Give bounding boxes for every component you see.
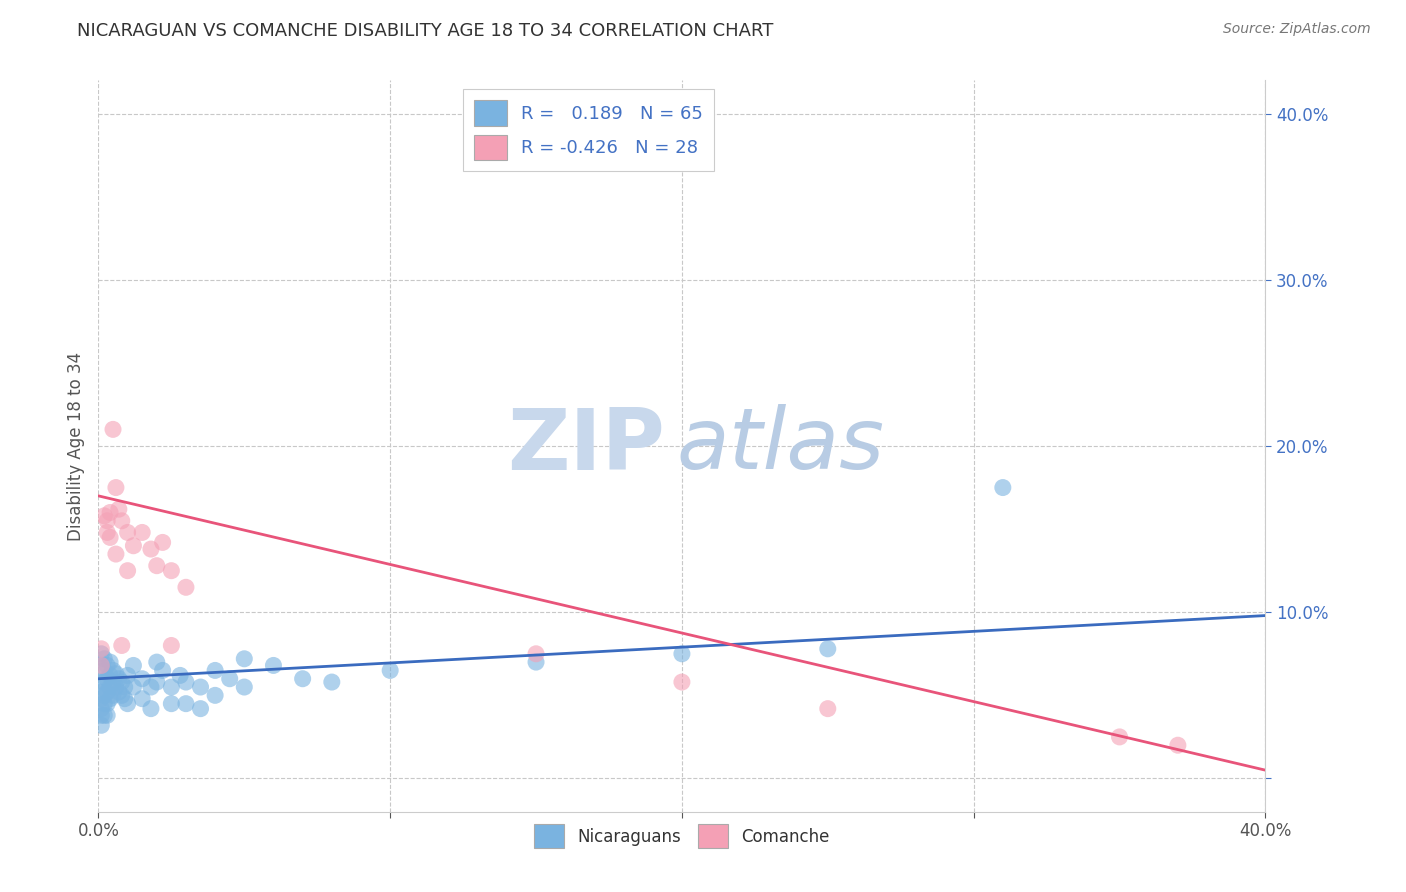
- Text: ZIP: ZIP: [506, 404, 665, 488]
- Point: [104, 481, 127, 495]
- Point: [93, 689, 115, 703]
- Point: [114, 691, 136, 706]
- Point: [90, 691, 112, 706]
- Point: [190, 701, 212, 715]
- Point: [991, 481, 1014, 495]
- Point: [174, 697, 197, 711]
- Point: [1108, 730, 1130, 744]
- Point: [204, 689, 226, 703]
- Point: [671, 675, 693, 690]
- Point: [98, 680, 121, 694]
- Point: [90, 675, 112, 690]
- Point: [98, 506, 121, 520]
- Point: [160, 680, 183, 694]
- Point: [817, 641, 839, 656]
- Point: [160, 697, 183, 711]
- Point: [111, 689, 134, 703]
- Point: [131, 691, 153, 706]
- Point: [93, 664, 115, 678]
- Point: [96, 685, 118, 699]
- Point: [233, 652, 256, 666]
- Point: [131, 672, 153, 686]
- Point: [90, 718, 112, 732]
- Point: [1167, 738, 1189, 752]
- Point: [93, 697, 115, 711]
- Point: [96, 514, 118, 528]
- Point: [291, 672, 314, 686]
- Point: [117, 668, 139, 682]
- Y-axis label: Disability Age 18 to 34: Disability Age 18 to 34: [66, 351, 84, 541]
- Point: [104, 547, 127, 561]
- Point: [111, 514, 134, 528]
- Point: [160, 639, 183, 653]
- Point: [380, 664, 402, 678]
- Point: [90, 647, 112, 661]
- Point: [90, 685, 112, 699]
- Point: [104, 666, 127, 681]
- Text: atlas: atlas: [676, 404, 884, 488]
- Point: [152, 535, 174, 549]
- Point: [139, 680, 162, 694]
- Point: [96, 697, 118, 711]
- Point: [96, 658, 118, 673]
- Point: [262, 658, 284, 673]
- Point: [108, 672, 131, 686]
- Point: [98, 530, 121, 544]
- Point: [96, 672, 118, 686]
- Point: [96, 525, 118, 540]
- Point: [671, 647, 693, 661]
- Point: [190, 680, 212, 694]
- Point: [108, 502, 131, 516]
- Point: [146, 558, 169, 573]
- Point: [139, 542, 162, 557]
- Point: [90, 658, 112, 673]
- Point: [817, 701, 839, 715]
- Point: [152, 664, 174, 678]
- Point: [101, 422, 124, 436]
- Point: [131, 525, 153, 540]
- Point: [101, 664, 124, 678]
- Point: [90, 641, 112, 656]
- Text: Source: ZipAtlas.com: Source: ZipAtlas.com: [1223, 22, 1371, 37]
- Point: [98, 668, 121, 682]
- Point: [90, 658, 112, 673]
- Point: [104, 680, 127, 694]
- Point: [122, 680, 145, 694]
- Point: [90, 701, 112, 715]
- Point: [93, 675, 115, 690]
- Point: [233, 680, 256, 694]
- Text: NICARAGUAN VS COMANCHE DISABILITY AGE 18 TO 34 CORRELATION CHART: NICARAGUAN VS COMANCHE DISABILITY AGE 18…: [77, 22, 773, 40]
- Point: [108, 685, 131, 699]
- Point: [524, 655, 547, 669]
- Point: [122, 658, 145, 673]
- Point: [122, 539, 145, 553]
- Point: [321, 675, 343, 690]
- Point: [146, 675, 169, 690]
- Point: [111, 639, 134, 653]
- Point: [101, 675, 124, 690]
- Point: [117, 697, 139, 711]
- Point: [174, 675, 197, 690]
- Point: [111, 675, 134, 690]
- Point: [98, 691, 121, 706]
- Point: [93, 652, 115, 666]
- Point: [114, 680, 136, 694]
- Legend: Nicaraguans, Comanche: Nicaraguans, Comanche: [527, 818, 837, 855]
- Point: [98, 655, 121, 669]
- Point: [93, 708, 115, 723]
- Point: [93, 508, 115, 523]
- Point: [204, 664, 226, 678]
- Point: [96, 708, 118, 723]
- Point: [117, 564, 139, 578]
- Point: [524, 647, 547, 661]
- Point: [117, 525, 139, 540]
- Point: [101, 689, 124, 703]
- Point: [160, 564, 183, 578]
- Point: [139, 701, 162, 715]
- Point: [146, 655, 169, 669]
- Point: [90, 708, 112, 723]
- Point: [169, 668, 191, 682]
- Point: [218, 672, 240, 686]
- Point: [174, 580, 197, 594]
